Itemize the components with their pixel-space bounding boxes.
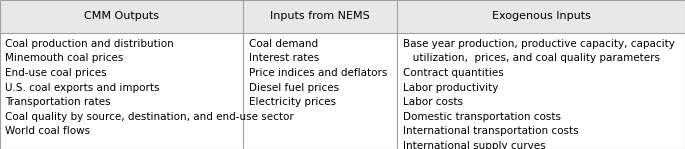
Bar xyxy=(397,0,685,33)
Text: Interest rates: Interest rates xyxy=(249,53,319,63)
Text: Inputs from NEMS: Inputs from NEMS xyxy=(271,11,370,21)
Text: Exogenous Inputs: Exogenous Inputs xyxy=(492,11,590,21)
Text: Coal production and distribution: Coal production and distribution xyxy=(5,39,174,49)
Text: End-use coal prices: End-use coal prices xyxy=(5,68,107,78)
Text: Base year production, productive capacity, capacity: Base year production, productive capacit… xyxy=(403,39,675,49)
Text: Contract quantities: Contract quantities xyxy=(403,68,503,78)
Text: World coal flows: World coal flows xyxy=(5,126,90,136)
Text: Labor costs: Labor costs xyxy=(403,97,463,107)
Text: U.S. coal exports and imports: U.S. coal exports and imports xyxy=(5,83,160,93)
Bar xyxy=(0,0,243,33)
Text: International transportation costs: International transportation costs xyxy=(403,126,578,136)
Text: Domestic transportation costs: Domestic transportation costs xyxy=(403,112,561,122)
Text: Minemouth coal prices: Minemouth coal prices xyxy=(5,53,124,63)
Text: Labor productivity: Labor productivity xyxy=(403,83,498,93)
Bar xyxy=(243,0,397,33)
Text: Price indices and deflators: Price indices and deflators xyxy=(249,68,387,78)
Text: Diesel fuel prices: Diesel fuel prices xyxy=(249,83,339,93)
Text: Transportation rates: Transportation rates xyxy=(5,97,111,107)
Text: CMM Outputs: CMM Outputs xyxy=(84,11,159,21)
Text: Coal quality by source, destination, and end-use sector: Coal quality by source, destination, and… xyxy=(5,112,295,122)
Text: Electricity prices: Electricity prices xyxy=(249,97,336,107)
Text: Coal demand: Coal demand xyxy=(249,39,318,49)
Text: International supply curves: International supply curves xyxy=(403,141,545,149)
Text: utilization,  prices, and coal quality parameters: utilization, prices, and coal quality pa… xyxy=(403,53,660,63)
